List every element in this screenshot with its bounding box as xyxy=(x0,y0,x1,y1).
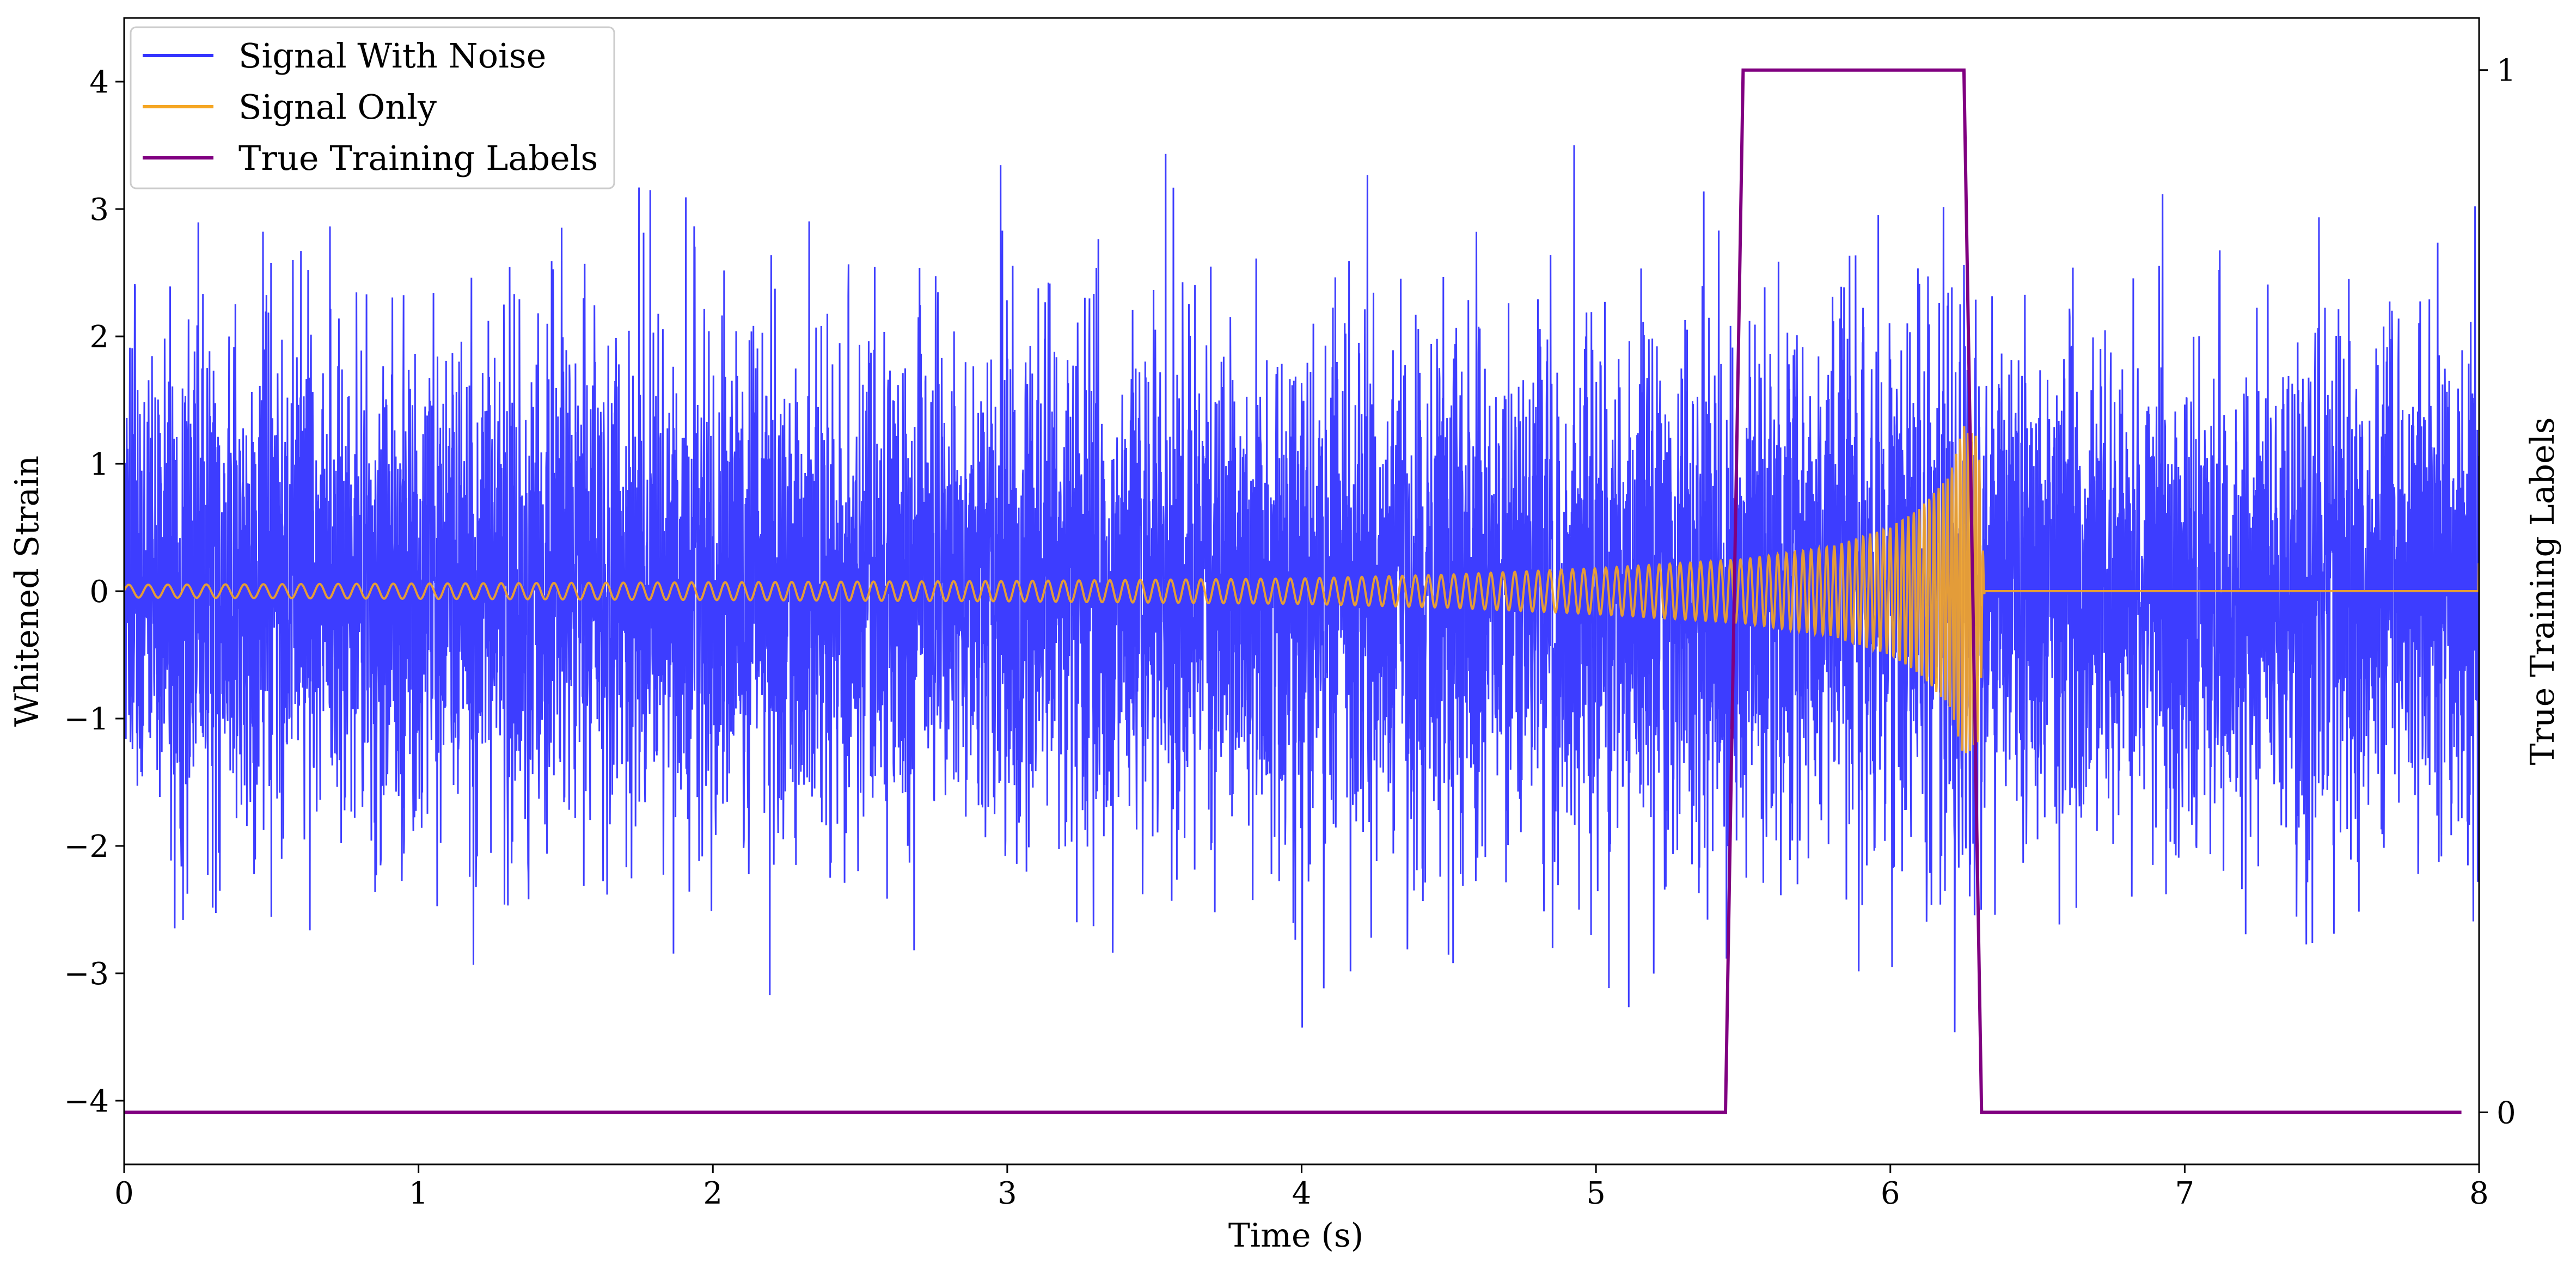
y2-tick-label: 1 xyxy=(2497,53,2516,89)
y-tick-label: −2 xyxy=(64,829,109,864)
y2-axis-title: True Training Labels xyxy=(2524,417,2562,765)
legend-label-signal-with-noise: Signal With Noise xyxy=(238,36,546,76)
x-tick-label: 1 xyxy=(409,1176,429,1211)
y-axis-right: 01 xyxy=(2479,53,2516,1131)
x-tick-label: 3 xyxy=(998,1176,1017,1211)
series-line-true-training-labels xyxy=(124,68,2462,1114)
x-tick-label: 2 xyxy=(703,1176,723,1211)
series-line-signal-with-noise xyxy=(124,145,2479,1033)
y-tick-label: 3 xyxy=(89,192,109,228)
x-axis-title: Time (s) xyxy=(1228,1217,1363,1255)
y-tick-label: 0 xyxy=(89,574,109,610)
x-axis: 0 1 2 3 4 5 6 7 8 xyxy=(114,1164,2489,1211)
x-tick-label: 4 xyxy=(1292,1176,1312,1211)
y2-tick-label: 0 xyxy=(2497,1095,2516,1131)
x-tick-label: 7 xyxy=(2175,1176,2195,1211)
y-tick-label: −1 xyxy=(64,702,109,737)
y-tick-label: 4 xyxy=(89,65,109,100)
y-tick-label: 2 xyxy=(89,320,109,355)
legend-box xyxy=(130,26,615,189)
y-axis-left: −4 −3 −2 −1 0 1 2 3 4 xyxy=(64,65,124,1119)
x-tick-label: 5 xyxy=(1586,1176,1606,1211)
legend-label-signal-only: Signal Only xyxy=(238,87,437,127)
series-line-signal-only xyxy=(124,426,2479,753)
x-tick-label: 6 xyxy=(1881,1176,1900,1211)
x-tick-label: 0 xyxy=(114,1176,134,1211)
y-axis-title: Whitened Strain xyxy=(8,456,46,727)
plot-area xyxy=(124,68,2479,1114)
y-tick-label: −3 xyxy=(64,956,109,992)
y-tick-label: 1 xyxy=(89,447,109,482)
legend-label-true-training-labels: True Training Labels xyxy=(238,138,598,178)
x-tick-label: 8 xyxy=(2469,1176,2489,1211)
legend: Signal With Noise Signal Only True Train… xyxy=(130,26,615,189)
y-tick-label: −4 xyxy=(64,1084,109,1119)
